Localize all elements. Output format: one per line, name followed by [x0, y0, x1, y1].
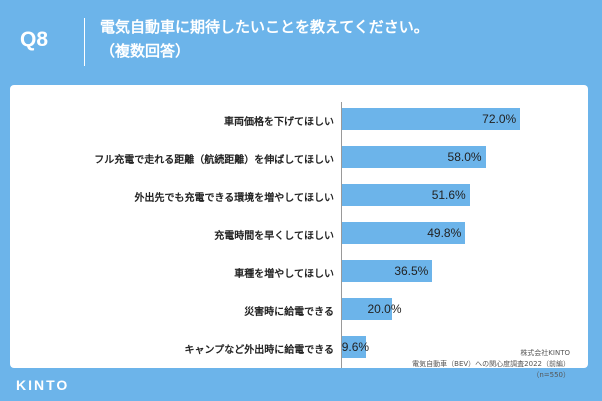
category-label: 充電時間を早くしてほしい [214, 231, 334, 242]
bar [342, 298, 392, 320]
value-label: 9.6% [341, 340, 370, 354]
y-axis-line [341, 102, 342, 368]
category-label: 外出先でも充電できる環境を増やしてほしい [134, 193, 335, 204]
question-title-line1: 電気自動車に期待したいことを教えてください。 [100, 18, 429, 36]
bar [342, 184, 470, 206]
source-company: 株式会社KINTO [520, 349, 570, 357]
category-label: 車種を増やしてほしい [234, 269, 334, 280]
chart-card: 車両価格を下げてほしい 72.0% フル充電で走れる距離（航続距離）を伸ばしてほしい… [10, 85, 588, 379]
bar [342, 108, 521, 130]
category-label: キャンプなど外出時に給電できる [184, 345, 335, 356]
question-title: 電気自動車に期待したいことを教えてください。 （複数回答） [100, 15, 580, 63]
source-survey: 電気自動車（BEV）への関心度調査2022（前編） [412, 360, 570, 368]
value-label: 49.8% [427, 226, 462, 240]
question-title-line2: （複数回答） [100, 42, 191, 60]
question-number: Q8 [20, 28, 49, 51]
value-label: 51.6% [431, 188, 466, 202]
kinto-logo: KINTO [16, 377, 70, 393]
bar [342, 260, 433, 282]
category-label: 災害時に給電できる [244, 307, 334, 318]
source-sample: （n=550） [532, 371, 570, 379]
value-label: 58.0% [447, 150, 482, 164]
bar [342, 146, 486, 168]
category-label: フル充電で走れる距離（航続距離）を伸ばしてほしい [94, 155, 334, 166]
header-divider [84, 18, 85, 66]
value-label: 72.0% [482, 112, 517, 126]
category-label: 車両価格を下げてほしい [224, 117, 334, 128]
bar [342, 222, 466, 244]
bar [342, 336, 366, 358]
value-label: 20.0% [367, 302, 402, 316]
value-label: 36.5% [394, 264, 429, 278]
